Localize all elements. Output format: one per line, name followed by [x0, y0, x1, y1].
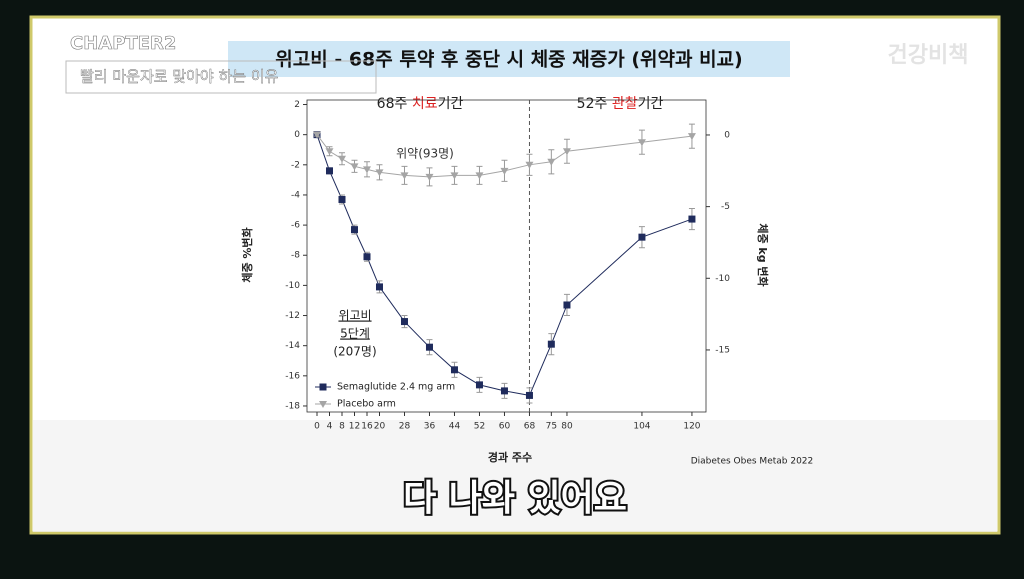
marker — [350, 226, 358, 234]
legend-marker — [319, 401, 327, 408]
y2-tick-label: 0 — [724, 130, 730, 140]
semaglutide-annotation: 5단계 — [340, 327, 370, 341]
marker — [547, 158, 556, 166]
chapter-subtitle: 빨리 마운자로 맞아야 하는 이유 — [80, 68, 279, 86]
marker — [350, 163, 359, 171]
x-tick-label: 75 — [546, 422, 557, 432]
series-line — [316, 134, 693, 396]
x-tick-label: 60 — [499, 422, 511, 432]
y-tick-label: -4 — [291, 190, 300, 200]
legend-label: Semaglutide 2.4 mg arm — [337, 382, 455, 393]
x-tick-label: 80 — [561, 422, 573, 432]
label-part: 치료 — [412, 96, 438, 112]
marker — [525, 391, 533, 399]
y-tick-label: -10 — [285, 281, 300, 291]
legend-marker — [319, 383, 327, 391]
x-tick-label: 0 — [314, 422, 320, 432]
y2-tick-label: -10 — [715, 274, 730, 284]
x-tick-label: 12 — [349, 422, 360, 432]
semaglutide-annotation: 위고비 — [338, 309, 371, 323]
x-tick-label: 52 — [474, 422, 485, 432]
label-part: 관찰 — [612, 96, 638, 112]
y2-tick-label: -5 — [721, 202, 730, 212]
marker — [475, 172, 484, 180]
marker — [325, 148, 334, 156]
y-tick-label: -8 — [291, 251, 300, 261]
observation-label: 52주 관찰기간 — [577, 96, 664, 112]
y-axis-label: 체중 %변화 — [240, 227, 254, 282]
marker — [325, 167, 333, 175]
marker — [637, 139, 646, 147]
marker — [337, 155, 346, 163]
marker — [400, 318, 408, 326]
semaglutide-annotation: (207명) — [333, 345, 376, 359]
marker — [425, 173, 434, 181]
marker — [500, 167, 509, 175]
label-part: 52주 — [577, 96, 612, 112]
marker — [362, 166, 371, 174]
label-part: 기간 — [438, 96, 464, 112]
x-tick-label: 28 — [399, 422, 411, 432]
caption: 다 나와 있어요 — [403, 478, 627, 519]
marker — [425, 343, 433, 351]
treatment-label: 68주 치료기간 — [377, 96, 464, 112]
marker — [525, 161, 534, 169]
marker — [338, 195, 346, 203]
x-tick-label: 120 — [683, 422, 700, 432]
marker — [500, 387, 508, 395]
marker — [562, 148, 571, 156]
plot-frame — [306, 99, 707, 413]
y-tick-label: 2 — [294, 100, 300, 110]
label-part: 68주 — [377, 96, 412, 112]
legend-label: Placebo arm — [337, 399, 396, 410]
y2-axis-label: 체중 kg 변화 — [756, 223, 770, 286]
chapter-box — [65, 60, 377, 94]
x-tick-label: 20 — [374, 422, 386, 432]
placebo-annotation: 위약(93명) — [396, 146, 454, 161]
x-tick-label: 8 — [339, 422, 345, 432]
marker — [450, 172, 459, 180]
y-tick-label: -6 — [291, 221, 300, 231]
label-part: 기간 — [638, 96, 664, 112]
y-tick-label: -12 — [285, 311, 300, 321]
x-tick-label: 16 — [361, 422, 373, 432]
marker — [475, 381, 483, 389]
marker — [688, 215, 696, 223]
x-tick-label: 44 — [449, 422, 461, 432]
x-tick-label: 36 — [424, 422, 436, 432]
x-axis-label: 경과 주수 — [488, 450, 532, 464]
marker — [547, 340, 555, 348]
x-tick-label: 104 — [633, 422, 650, 432]
chapter: CHAPTER2 — [70, 33, 176, 54]
y-tick-label: -16 — [285, 371, 300, 381]
caption-band — [33, 420, 997, 532]
x-tick-label: 4 — [327, 422, 333, 432]
marker — [363, 253, 371, 261]
y-tick-label: 0 — [294, 130, 300, 140]
marker — [312, 131, 321, 139]
marker — [687, 133, 696, 141]
marker — [400, 172, 409, 180]
chart-title: 위고비 - 68주 투약 후 중단 시 체중 재증가 (위약과 비교) — [275, 49, 742, 71]
x-tick-label: 68 — [524, 422, 536, 432]
marker — [375, 169, 384, 177]
marker — [563, 301, 571, 309]
marker — [638, 233, 646, 241]
marker — [450, 366, 458, 374]
y-tick-label: -14 — [285, 341, 300, 351]
y2-tick-label: -15 — [715, 345, 730, 355]
channel-logo: 건강비책 — [888, 43, 969, 68]
series-line — [316, 134, 692, 178]
title-box — [228, 41, 790, 77]
source: Diabetes Obes Metab 2022 — [691, 457, 814, 467]
y-tick-label: -18 — [285, 401, 300, 411]
y-tick-label: -2 — [291, 160, 300, 170]
marker — [375, 283, 383, 291]
